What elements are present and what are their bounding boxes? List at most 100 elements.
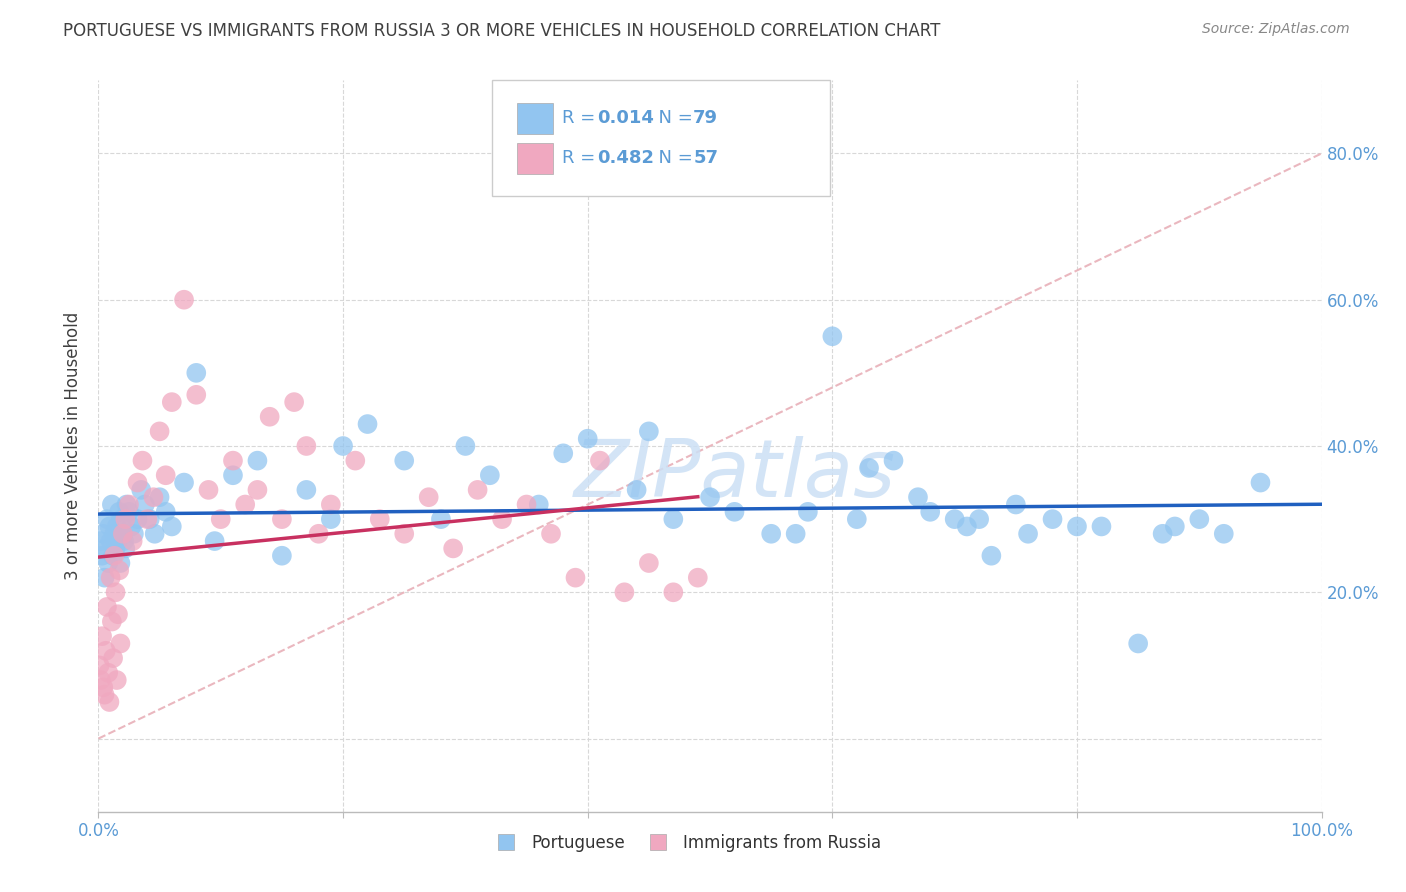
Point: [222, 453, 245, 467]
Point: [441, 541, 464, 556]
Point: [118, 498, 141, 512]
Point: [101, 651, 124, 665]
Point: [637, 556, 661, 570]
Point: [149, 490, 172, 504]
Point: [136, 512, 159, 526]
Legend: Portuguese, Immigrants from Russia: Portuguese, Immigrants from Russia: [484, 827, 889, 858]
Text: Source: ZipAtlas.com: Source: ZipAtlas.com: [1202, 22, 1350, 37]
Point: [90, 534, 112, 549]
Point: [491, 512, 513, 526]
Point: [155, 505, 177, 519]
Point: [797, 505, 820, 519]
Point: [98, 519, 121, 533]
Point: [118, 505, 141, 519]
Point: [122, 526, 145, 541]
Point: [553, 446, 575, 460]
Point: [98, 695, 121, 709]
Point: [103, 526, 125, 541]
Point: [160, 395, 183, 409]
Point: [1152, 526, 1174, 541]
Point: [222, 468, 245, 483]
Point: [93, 571, 115, 585]
Text: R =: R =: [562, 149, 602, 167]
Point: [110, 636, 132, 650]
Point: [94, 644, 117, 658]
Point: [101, 498, 124, 512]
Point: [1066, 519, 1088, 533]
Point: [1212, 526, 1234, 541]
Point: [111, 526, 134, 541]
Point: [662, 512, 685, 526]
Point: [626, 483, 648, 497]
Point: [956, 519, 979, 533]
Point: [114, 541, 136, 556]
Point: [114, 512, 136, 526]
Point: [91, 526, 114, 541]
Point: [295, 439, 318, 453]
Point: [111, 512, 134, 526]
Point: [110, 556, 132, 570]
Point: [761, 526, 783, 541]
Point: [233, 498, 256, 512]
Point: [186, 366, 208, 380]
Point: [112, 534, 135, 549]
Point: [858, 461, 880, 475]
Point: [101, 549, 124, 563]
Point: [173, 293, 195, 307]
Point: [108, 563, 131, 577]
Point: [883, 453, 905, 467]
Text: PORTUGUESE VS IMMIGRANTS FROM RUSSIA 3 OR MORE VEHICLES IN HOUSEHOLD CORRELATION: PORTUGUESE VS IMMIGRANTS FROM RUSSIA 3 O…: [63, 22, 941, 40]
Point: [93, 688, 115, 702]
Point: [392, 526, 416, 541]
Point: [129, 483, 152, 497]
Point: [920, 505, 942, 519]
Point: [91, 549, 114, 563]
Point: [723, 505, 745, 519]
Point: [1090, 519, 1112, 533]
Point: [107, 607, 129, 622]
Point: [564, 571, 586, 585]
Point: [686, 571, 709, 585]
Point: [108, 505, 131, 519]
Point: [319, 512, 342, 526]
Point: [454, 439, 477, 453]
Point: [91, 629, 114, 643]
Point: [186, 388, 208, 402]
Point: [204, 534, 226, 549]
Point: [283, 395, 305, 409]
Point: [104, 541, 127, 556]
Point: [356, 417, 378, 431]
Point: [270, 549, 294, 563]
Point: [149, 425, 172, 439]
Point: [131, 453, 153, 467]
Point: [319, 498, 342, 512]
Point: [246, 453, 269, 467]
Point: [1128, 636, 1150, 650]
Text: 0.482: 0.482: [598, 149, 655, 167]
Point: [1188, 512, 1211, 526]
Point: [344, 453, 367, 467]
Point: [516, 498, 538, 512]
Point: [430, 512, 453, 526]
Point: [368, 512, 391, 526]
Point: [1164, 519, 1187, 533]
Point: [821, 329, 844, 343]
Point: [111, 526, 134, 541]
Point: [270, 512, 294, 526]
Point: [89, 658, 111, 673]
Point: [197, 483, 219, 497]
Point: [308, 526, 330, 541]
Point: [96, 512, 118, 526]
Point: [143, 526, 166, 541]
Point: [209, 512, 232, 526]
Y-axis label: 3 or more Vehicles in Household: 3 or more Vehicles in Household: [65, 312, 83, 580]
Point: [121, 534, 143, 549]
Text: N =: N =: [647, 149, 699, 167]
Point: [103, 549, 125, 563]
Point: [90, 673, 112, 687]
Point: [418, 490, 440, 504]
Point: [259, 409, 281, 424]
Point: [785, 526, 807, 541]
Point: [1042, 512, 1064, 526]
Point: [96, 599, 118, 614]
